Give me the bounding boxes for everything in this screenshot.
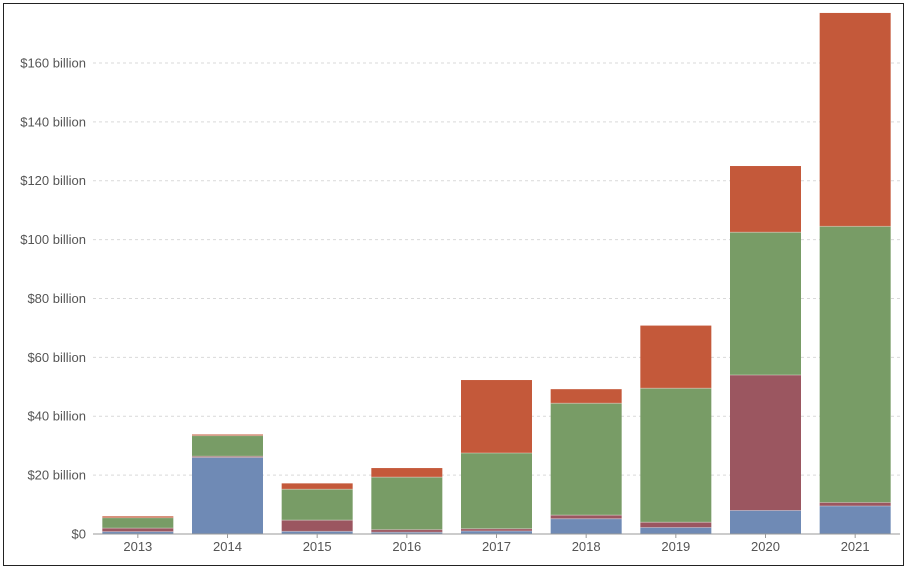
bar-segment [461, 528, 532, 532]
bar-segment [281, 483, 353, 490]
bar-segment [550, 518, 622, 534]
y-tick-label: $140 billion [20, 114, 86, 129]
y-tick-label: $120 billion [20, 173, 86, 188]
y-axis-ticks: $0 $20 billion $40 billion $60 billion $80 b… [20, 55, 86, 541]
y-tick-label: $100 billion [20, 232, 86, 247]
x-tick-label: 2013 [123, 539, 152, 554]
bar-segment [640, 325, 712, 389]
bar-segment [192, 434, 263, 436]
bar-segment [819, 506, 891, 534]
bars [102, 12, 891, 534]
bar-segment [640, 388, 712, 523]
bar-segment [371, 477, 443, 530]
bar-segment [550, 389, 622, 404]
y-tick-label: $80 billion [27, 291, 86, 306]
y-tick-label: $60 billion [27, 350, 86, 365]
x-tick-label: 2018 [572, 539, 601, 554]
bar-segment [819, 12, 891, 227]
bar-segment [819, 502, 891, 507]
bar-segment [730, 232, 801, 376]
y-tick-label: $160 billion [20, 55, 86, 70]
bar-segment [371, 532, 443, 534]
bar-segment [192, 457, 263, 534]
bar-segment [281, 531, 353, 534]
bar-segment [461, 531, 532, 534]
bar-segment [281, 489, 353, 521]
bar-segment [102, 516, 174, 518]
bar-segment [461, 453, 532, 529]
y-tick-label: $0 [72, 527, 86, 542]
x-tick-label: 2019 [661, 539, 690, 554]
x-tick-label: 2016 [392, 539, 421, 554]
x-axis [93, 533, 900, 538]
bar-segment [192, 435, 263, 457]
bar-segment [371, 529, 443, 533]
bar-segment [192, 456, 263, 458]
y-tick-label: $20 billion [27, 468, 86, 483]
x-tick-label: 2015 [303, 539, 332, 554]
bar-segment [102, 517, 174, 529]
bar-segment [550, 403, 622, 516]
bar-segment [730, 375, 801, 511]
x-tick-label: 2017 [482, 539, 511, 554]
bar-segment [461, 380, 532, 454]
bar-segment [550, 515, 622, 519]
bar-segment [102, 528, 174, 532]
x-tick-label: 2014 [213, 539, 242, 554]
bar-segment [640, 527, 712, 534]
bar-segment [730, 166, 801, 233]
bar-segment [730, 510, 801, 534]
bar-segment [371, 468, 443, 478]
bar-segment [281, 520, 353, 532]
bar-segment [819, 226, 891, 503]
x-axis-ticks: 2013 2014 2015 2016 2017 2018 2019 2020 2021 [123, 539, 869, 554]
x-tick-label: 2021 [841, 539, 870, 554]
x-tick-label: 2020 [751, 539, 780, 554]
y-tick-label: $40 billion [27, 409, 86, 424]
bar-segment [640, 522, 712, 528]
bar-segment [102, 531, 174, 534]
